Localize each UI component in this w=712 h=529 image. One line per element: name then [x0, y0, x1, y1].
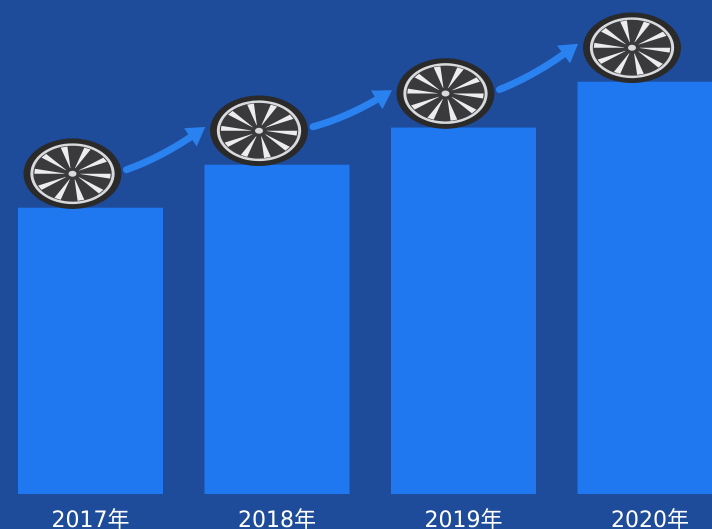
spoke-shape	[593, 42, 626, 48]
arrow-head	[370, 90, 393, 110]
spoke-shape	[78, 173, 111, 179]
spoke-shape	[411, 96, 441, 110]
hub-cap-shape	[68, 170, 77, 177]
arrows-group	[123, 43, 579, 174]
arrow-shaft	[496, 46, 574, 94]
spoke-shape	[414, 73, 441, 91]
spoke-shape	[220, 125, 253, 131]
spoke-shape	[74, 147, 91, 170]
spoke-shape	[601, 27, 628, 46]
wheels-group	[23, 12, 681, 209]
x-axis-labels: 2017年 2018年 2019年 2020年	[52, 508, 690, 529]
spoke-shape	[597, 50, 628, 64]
spoke-shape	[638, 47, 671, 53]
bar-2018年	[204, 164, 350, 494]
spoke-shape	[34, 168, 67, 174]
alloy-wheel-icon	[583, 12, 681, 84]
spoke-shape	[263, 133, 290, 151]
spoke-shape	[633, 21, 651, 44]
x-tick-label: 2019年	[425, 508, 503, 529]
spoke-shape	[228, 110, 255, 129]
spoke-shape	[247, 103, 258, 127]
spoke-shape	[240, 134, 258, 157]
spoke-shape	[38, 176, 68, 190]
bars-group	[18, 81, 712, 495]
rising-arrow-icon	[496, 43, 579, 94]
alloy-wheel-icon	[23, 138, 122, 209]
spoke-shape	[54, 177, 71, 200]
hub-cap-shape	[255, 127, 263, 134]
spoke-shape	[450, 77, 480, 91]
spoke-shape	[433, 66, 444, 90]
spoke-shape	[613, 51, 631, 74]
rising-arrow-icon	[123, 127, 206, 174]
spoke-shape	[265, 130, 298, 136]
rising-arrow-icon	[309, 90, 393, 131]
arrow-head	[184, 127, 206, 147]
spoke-shape	[263, 114, 294, 129]
bar-2017年	[18, 207, 163, 495]
spoke-shape	[451, 93, 484, 99]
x-tick-label: 2018年	[238, 508, 316, 529]
hub-cap-shape	[441, 90, 450, 97]
spoke-shape	[74, 177, 85, 201]
alloy-wheel-icon	[210, 95, 308, 167]
bar-2019年	[391, 127, 536, 495]
x-tick-label: 2017年	[52, 508, 130, 529]
spoke-shape	[77, 157, 107, 172]
x-tick-label: 2020年	[611, 508, 689, 529]
spoke-shape	[260, 104, 278, 127]
spoke-shape	[636, 50, 663, 68]
spoke-shape	[77, 176, 104, 194]
spoke-shape	[407, 88, 440, 94]
spoke-shape	[260, 134, 271, 158]
spoke-shape	[60, 146, 71, 170]
spoke-shape	[224, 133, 255, 147]
spoke-shape	[447, 67, 464, 90]
spoke-shape	[450, 96, 477, 114]
spoke-shape	[636, 31, 667, 46]
bar-2020年	[577, 81, 712, 495]
hub-cap-shape	[628, 44, 636, 51]
arrow-head	[557, 43, 579, 64]
spoke-shape	[447, 97, 458, 121]
spoke-shape	[427, 97, 444, 120]
spoke-shape	[633, 51, 644, 75]
spoke-shape	[41, 153, 68, 172]
alloy-wheel-icon	[396, 58, 495, 129]
spoke-shape	[620, 20, 631, 44]
